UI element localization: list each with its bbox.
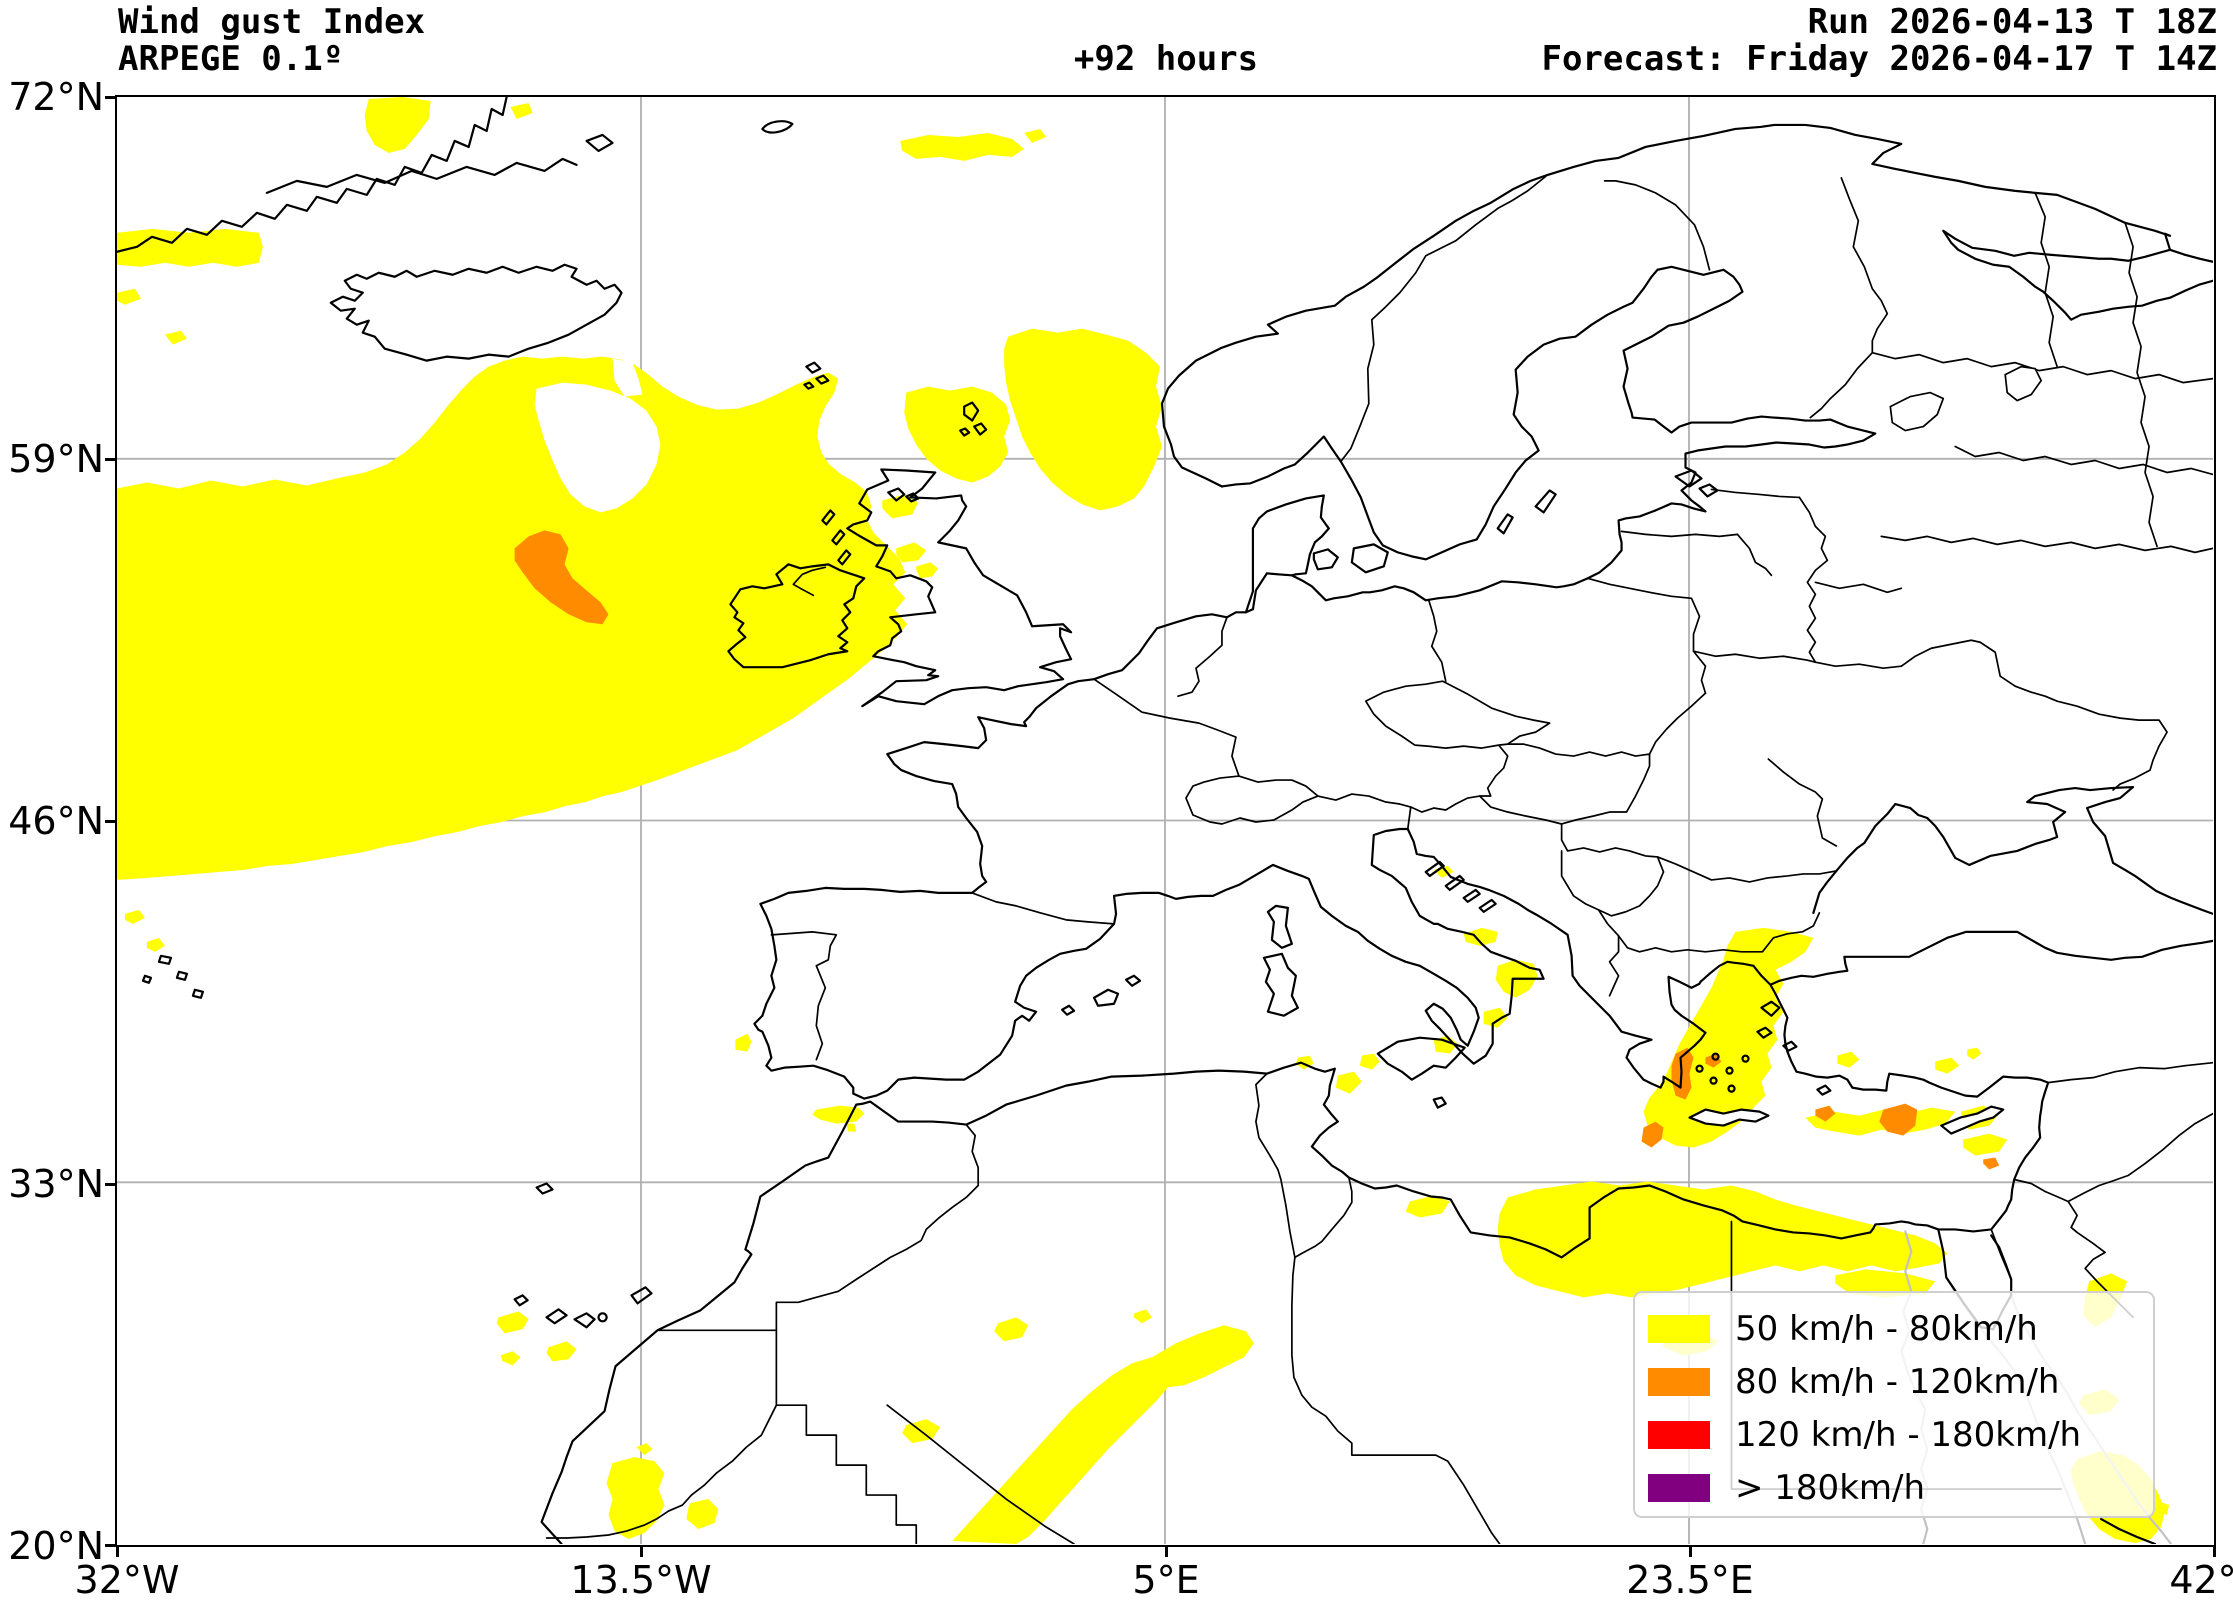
- country-borders: [545, 174, 2213, 1544]
- lat-label-72n: 72°N: [8, 75, 104, 119]
- border-turkey-syria: [2047, 1061, 2213, 1084]
- wind-yellow-atlantic: [117, 356, 908, 880]
- x-tick: [116, 1546, 119, 1557]
- coastline-turkey-africa: [540, 983, 2050, 1544]
- y-tick: [105, 1183, 116, 1186]
- y-tick: [105, 820, 116, 823]
- coastline-white-sea: [1942, 229, 2213, 321]
- lat-label-20n: 20°N: [8, 1524, 104, 1568]
- coastline-corsica: [1266, 904, 1293, 949]
- x-tick: [640, 1546, 643, 1557]
- map-plot-area: [115, 95, 2216, 1547]
- wind-yellow-north-sea: [1004, 328, 1163, 511]
- wind-yellow-greenland-coast: [364, 97, 431, 153]
- border-ukraine-russia: [1900, 639, 2168, 791]
- wind-yellow-gibraltar: [812, 1105, 865, 1124]
- calm-hole-south-of-iceland: [534, 382, 661, 513]
- wind-yellow-greenland-band: [117, 228, 263, 267]
- islands-white-fill: [1688, 1105, 2005, 1135]
- border-czechia: [1364, 680, 1551, 749]
- lon-label-135w: 13.5°W: [570, 1558, 712, 1602]
- legend-row: 50 km/h - 80km/h: [1648, 1302, 2153, 1355]
- forecast-line: Forecast: Friday 2026-04-17 T 14Z: [1541, 39, 2217, 79]
- border-poland-east: [1586, 577, 1707, 755]
- coastline-adriatic-greece: [1406, 827, 2213, 1089]
- legend-swatch-gt-180: [1648, 1473, 1710, 1502]
- border-scandinavia: [1339, 174, 1549, 463]
- coastline-sardinia: [1262, 952, 1299, 1017]
- border-germany-poland: [1427, 599, 1447, 683]
- lon-label-5e: 5°E: [1132, 1558, 1200, 1602]
- wind-orange-cyprus: [1879, 1103, 1918, 1136]
- legend-swatch-120-180: [1648, 1420, 1710, 1449]
- wind-yellow-libya-egypt: [1497, 1181, 1948, 1298]
- coastline-sicily: [1376, 1036, 1466, 1081]
- lat-label-33n: 33°N: [8, 1162, 104, 1206]
- legend-row: 120 km/h - 180km/h: [1648, 1408, 2153, 1461]
- coastline-greenland: [117, 97, 508, 253]
- x-tick: [1689, 1546, 1692, 1557]
- lake-ladoga: [1889, 391, 1945, 432]
- wind-area-80-120: [514, 530, 2000, 1170]
- legend-swatch-50-80: [1648, 1314, 1710, 1343]
- coastline-great-britain: [846, 468, 1073, 708]
- coastline-cyprus: [1940, 1105, 2005, 1135]
- coastline-black-sea-north: [1812, 785, 2213, 915]
- legend-label-gt-180: > 180km/h: [1735, 1467, 1926, 1508]
- y-tick: [105, 96, 116, 99]
- coastline-iceland: [329, 263, 623, 362]
- border-finland-russia: [1809, 177, 1889, 419]
- map-title: Wind gust Index ARPEGE 0.1º: [118, 4, 425, 78]
- lat-label-59n: 59°N: [8, 437, 104, 481]
- lon-label-42e: 42°E: [2169, 1558, 2233, 1602]
- map-canvas: [117, 97, 2213, 1544]
- legend-swatch-80-120: [1648, 1367, 1710, 1396]
- coastlines: [117, 97, 2213, 1544]
- run-info: Run 2026-04-13 T 18Z Forecast: Friday 202…: [1541, 4, 2217, 78]
- coastline-jan-mayen: [761, 120, 794, 134]
- border-portugal-spain: [770, 930, 838, 1061]
- title-line2: ARPEGE 0.1º: [118, 39, 344, 79]
- legend-label-120-180: 120 km/h - 180km/h: [1735, 1414, 2082, 1455]
- border-israel-egypt: [1990, 1228, 2013, 1281]
- coastline-crete: [1688, 1108, 1770, 1127]
- y-tick: [105, 1544, 116, 1547]
- wind-area-50-80: [117, 97, 2170, 1544]
- white-cutouts: [534, 358, 661, 513]
- legend-label-80-120: 80 km/h - 120km/h: [1735, 1361, 2060, 1402]
- coastline-continent-west: [753, 611, 1545, 1100]
- legend-row: > 180km/h: [1648, 1461, 2153, 1514]
- run-line: Run 2026-04-13 T 18Z: [1807, 2, 2217, 42]
- wind-orange-atlantic-core: [514, 530, 609, 625]
- border-libya-algeria: [1291, 1176, 1501, 1544]
- legend-row: 80 km/h - 120km/h: [1648, 1355, 2153, 1408]
- x-tick: [2213, 1546, 2216, 1557]
- coastline-scandinavia: [1160, 123, 2213, 488]
- wind-yellow-sahara: [952, 1357, 1174, 1544]
- x-tick: [1165, 1546, 1168, 1557]
- coastline-baltic: [1220, 265, 1877, 602]
- y-tick: [105, 458, 116, 461]
- title-line1: Wind gust Index: [118, 2, 426, 42]
- border-pyrenees: [971, 892, 1115, 925]
- coastline-denmark: [1244, 494, 1330, 614]
- wind-yellow-lisbon: [735, 1033, 752, 1052]
- lead-time: +92 hours: [1073, 39, 1259, 79]
- lon-label-235e: 23.5°E: [1626, 1558, 1754, 1602]
- legend-label-50-80: 50 km/h - 80km/h: [1735, 1308, 2038, 1349]
- border-switzerland: [1185, 775, 1319, 825]
- lon-label-32w: 32°W: [74, 1558, 180, 1602]
- coastline-ireland: [727, 563, 866, 669]
- wind-yellow-jan-mayen: [900, 132, 1025, 161]
- lake-onega: [2004, 365, 2043, 402]
- legend: 50 km/h - 80km/h 80 km/h - 120km/h 120 k…: [1633, 1291, 2155, 1518]
- lat-label-46n: 46°N: [8, 799, 104, 843]
- border-morocco-algeria: [656, 1123, 980, 1332]
